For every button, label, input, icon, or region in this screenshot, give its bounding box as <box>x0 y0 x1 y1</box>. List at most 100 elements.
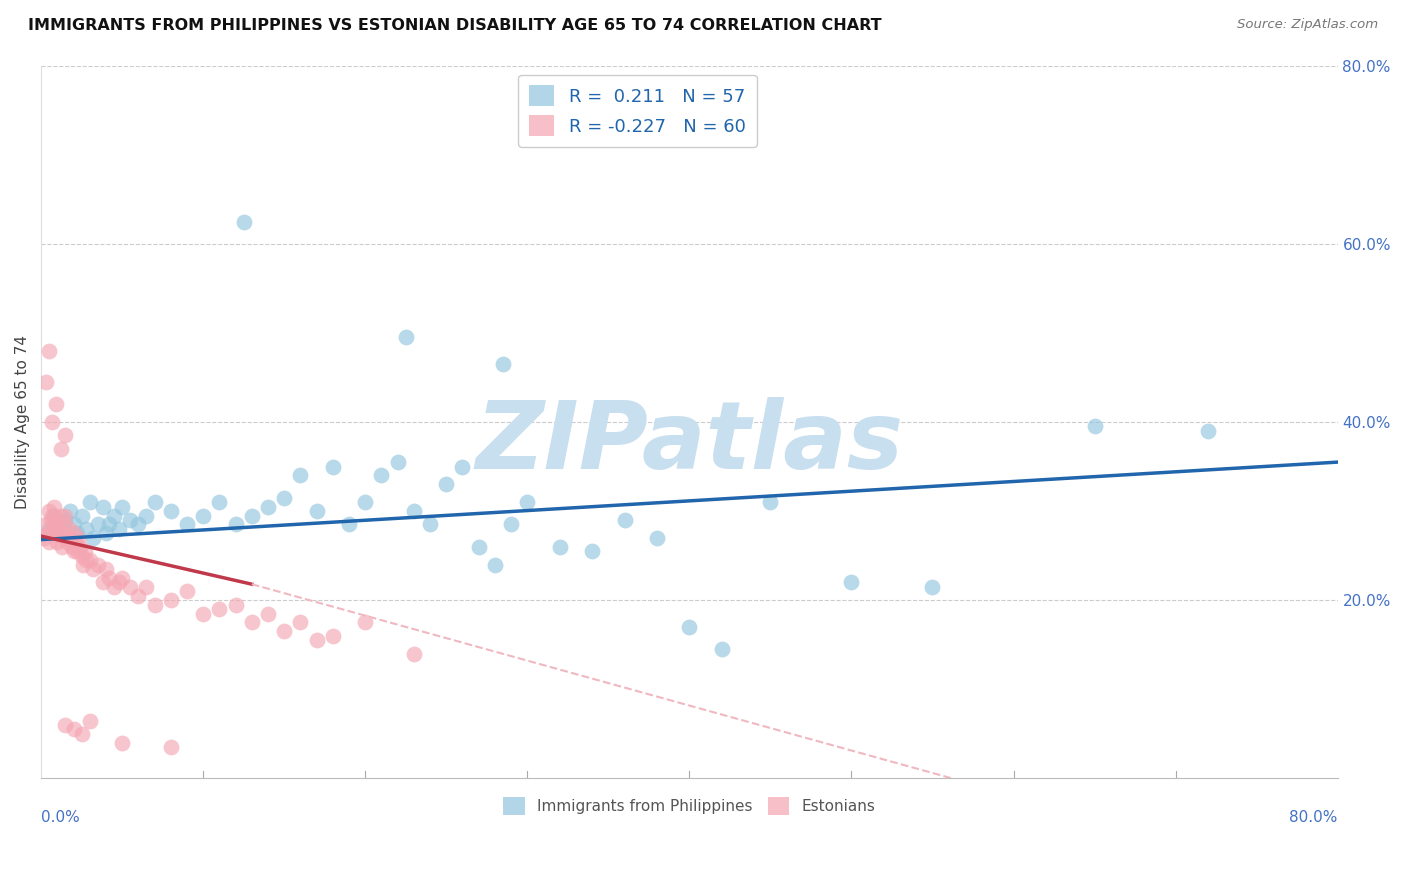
Point <box>45 397 67 411</box>
Point <box>49 442 72 456</box>
Point <box>1083 419 1105 434</box>
Point <box>98 517 121 532</box>
Point <box>135 580 157 594</box>
Point <box>208 602 231 616</box>
Point <box>135 508 157 523</box>
Point <box>120 513 142 527</box>
Point <box>305 633 328 648</box>
Point <box>759 495 782 509</box>
Point <box>79 714 101 728</box>
Point <box>38 504 60 518</box>
Point <box>87 558 110 572</box>
Point <box>62 723 84 737</box>
Point <box>402 504 425 518</box>
Legend: Immigrants from Philippines, Estonians: Immigrants from Philippines, Estonians <box>498 791 882 821</box>
Text: Source: ZipAtlas.com: Source: ZipAtlas.com <box>1237 18 1378 31</box>
Point <box>94 562 117 576</box>
Point <box>678 620 700 634</box>
Point <box>34 531 56 545</box>
Point <box>645 531 668 545</box>
Point <box>492 357 515 371</box>
Point <box>143 495 166 509</box>
Point <box>257 607 280 621</box>
Point <box>193 508 215 523</box>
Point <box>103 580 125 594</box>
Text: IMMIGRANTS FROM PHILIPPINES VS ESTONIAN DISABILITY AGE 65 TO 74 CORRELATION CHAR: IMMIGRANTS FROM PHILIPPINES VS ESTONIAN … <box>28 18 882 33</box>
Point <box>79 553 101 567</box>
Point <box>91 575 114 590</box>
Point <box>58 522 80 536</box>
Point <box>322 629 344 643</box>
Point <box>419 517 441 532</box>
Point <box>710 642 733 657</box>
Point <box>176 517 198 532</box>
Point <box>143 598 166 612</box>
Point <box>120 580 142 594</box>
Point <box>322 459 344 474</box>
Point <box>159 593 181 607</box>
Point <box>111 500 134 514</box>
Point <box>76 522 98 536</box>
Point <box>108 575 131 590</box>
Point <box>59 531 82 545</box>
Point <box>62 544 84 558</box>
Point <box>273 624 295 639</box>
Point <box>49 526 72 541</box>
Point <box>49 508 72 523</box>
Point <box>55 718 77 732</box>
Point <box>69 540 91 554</box>
Point <box>208 495 231 509</box>
Point <box>1197 424 1219 438</box>
Point <box>46 517 69 532</box>
Point <box>98 571 121 585</box>
Point <box>38 522 60 536</box>
Point <box>108 522 131 536</box>
Point <box>45 526 67 541</box>
Point <box>62 517 84 532</box>
Point <box>35 517 58 532</box>
Point <box>37 526 59 541</box>
Point <box>354 495 377 509</box>
Point <box>581 544 603 558</box>
Point <box>613 513 636 527</box>
Point <box>55 508 77 523</box>
Point <box>127 589 149 603</box>
Point <box>387 455 409 469</box>
Point <box>451 459 474 474</box>
Point <box>46 513 69 527</box>
Point <box>225 598 247 612</box>
Point <box>42 517 65 532</box>
Point <box>41 415 63 429</box>
Point <box>159 504 181 518</box>
Point <box>41 524 63 538</box>
Point <box>176 584 198 599</box>
Point <box>337 517 360 532</box>
Point <box>240 615 263 630</box>
Point <box>63 535 86 549</box>
Y-axis label: Disability Age 65 to 74: Disability Age 65 to 74 <box>15 335 30 509</box>
Point <box>39 513 62 527</box>
Point <box>193 607 215 621</box>
Point <box>66 526 89 541</box>
Point <box>72 558 94 572</box>
Point <box>232 214 254 228</box>
Point <box>402 647 425 661</box>
Point <box>82 562 104 576</box>
Point <box>76 553 98 567</box>
Point <box>62 526 84 541</box>
Point <box>841 575 863 590</box>
Point <box>290 615 312 630</box>
Point <box>41 508 63 523</box>
Point <box>305 504 328 518</box>
Point <box>87 517 110 532</box>
Point <box>60 540 83 554</box>
Point <box>240 508 263 523</box>
Point <box>111 571 134 585</box>
Point <box>370 468 392 483</box>
Point <box>38 343 60 358</box>
Point <box>127 517 149 532</box>
Point <box>51 540 73 554</box>
Point <box>501 517 523 532</box>
Point <box>55 428 77 442</box>
Point <box>548 540 571 554</box>
